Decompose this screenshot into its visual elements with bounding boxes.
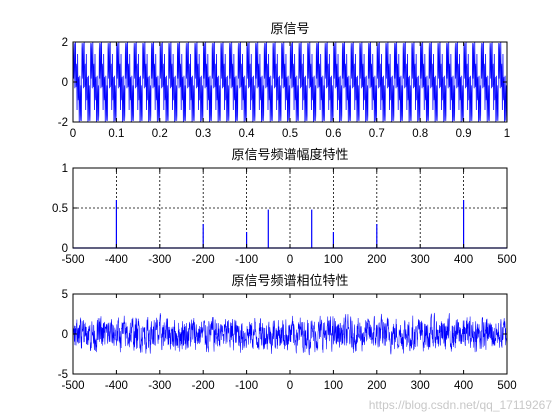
- y-tick-label: 0: [62, 77, 68, 89]
- y-tick-label: 2: [62, 37, 68, 49]
- x-tick-label: 0.8: [412, 128, 428, 140]
- y-tick-label: -5: [58, 369, 68, 381]
- x-tick-label: 0: [287, 380, 293, 392]
- y-tick-label: -2: [58, 117, 68, 129]
- x-tick-label: 0.7: [369, 128, 385, 140]
- x-tick-label: 0.5: [282, 128, 298, 140]
- y-tick-label: 0: [62, 243, 68, 255]
- x-tick-label: 0: [70, 128, 76, 140]
- subplot-phase-spectrum: -500 -400 -300 -200 -100 0 100 200 300 400 500 -5 0 5…: [58, 274, 517, 392]
- x-tick-label: 1: [504, 128, 510, 140]
- phase-line: [72, 312, 508, 356]
- y-tick-label: 1: [62, 163, 68, 175]
- x-tick-label: -400: [105, 254, 128, 266]
- x-tick-label: -200: [192, 254, 215, 266]
- y-tick-label: 5: [62, 289, 68, 301]
- x-tick-label: 500: [497, 254, 516, 266]
- x-tick-label: -500: [61, 254, 84, 266]
- x-tick-label: 0.1: [108, 128, 124, 140]
- y-tick-label: 0: [62, 329, 68, 341]
- y-tick-label: 0.5: [52, 203, 68, 215]
- x-tick-label: 200: [367, 254, 386, 266]
- x-tick-label: -100: [235, 380, 258, 392]
- x-tick-label: 400: [454, 254, 473, 266]
- x-tick-label: -100: [235, 254, 258, 266]
- x-tick-label: 300: [411, 254, 430, 266]
- x-tick-label: 0.3: [195, 128, 211, 140]
- x-tick-label: 100: [324, 380, 343, 392]
- x-tick-label: 0.9: [456, 128, 472, 140]
- x-tick-label: 400: [454, 380, 473, 392]
- x-tick-label: -300: [148, 380, 171, 392]
- x-tick-label: 0.4: [239, 128, 256, 140]
- x-tick-label: 0.6: [325, 128, 341, 140]
- x-tick-label: 200: [367, 380, 386, 392]
- x-tick-label: 300: [411, 380, 430, 392]
- watermark: https://blog.csdn.net/qq_17119267: [369, 398, 553, 412]
- subplot-title: 原信号: [270, 22, 309, 37]
- x-tick-label: -300: [148, 254, 171, 266]
- subplot-title: 原信号频谱相位特性: [231, 274, 348, 289]
- x-tick-label: 0: [287, 254, 293, 266]
- x-tick-label: -200: [192, 380, 215, 392]
- subplot-magnitude-spectrum: -500 -400 -300 -200 -100 0 100 200 300 400 500 0 0.5…: [52, 147, 517, 266]
- x-tick-label: 100: [324, 254, 343, 266]
- x-tick-label: -400: [105, 380, 128, 392]
- subplot-title: 原信号频谱幅度特性: [231, 147, 348, 163]
- x-tick-label: 500: [497, 380, 516, 392]
- x-tick-label: 0.2: [152, 128, 168, 140]
- signal-line: [72, 41, 508, 123]
- x-tick-label: -500: [61, 380, 84, 392]
